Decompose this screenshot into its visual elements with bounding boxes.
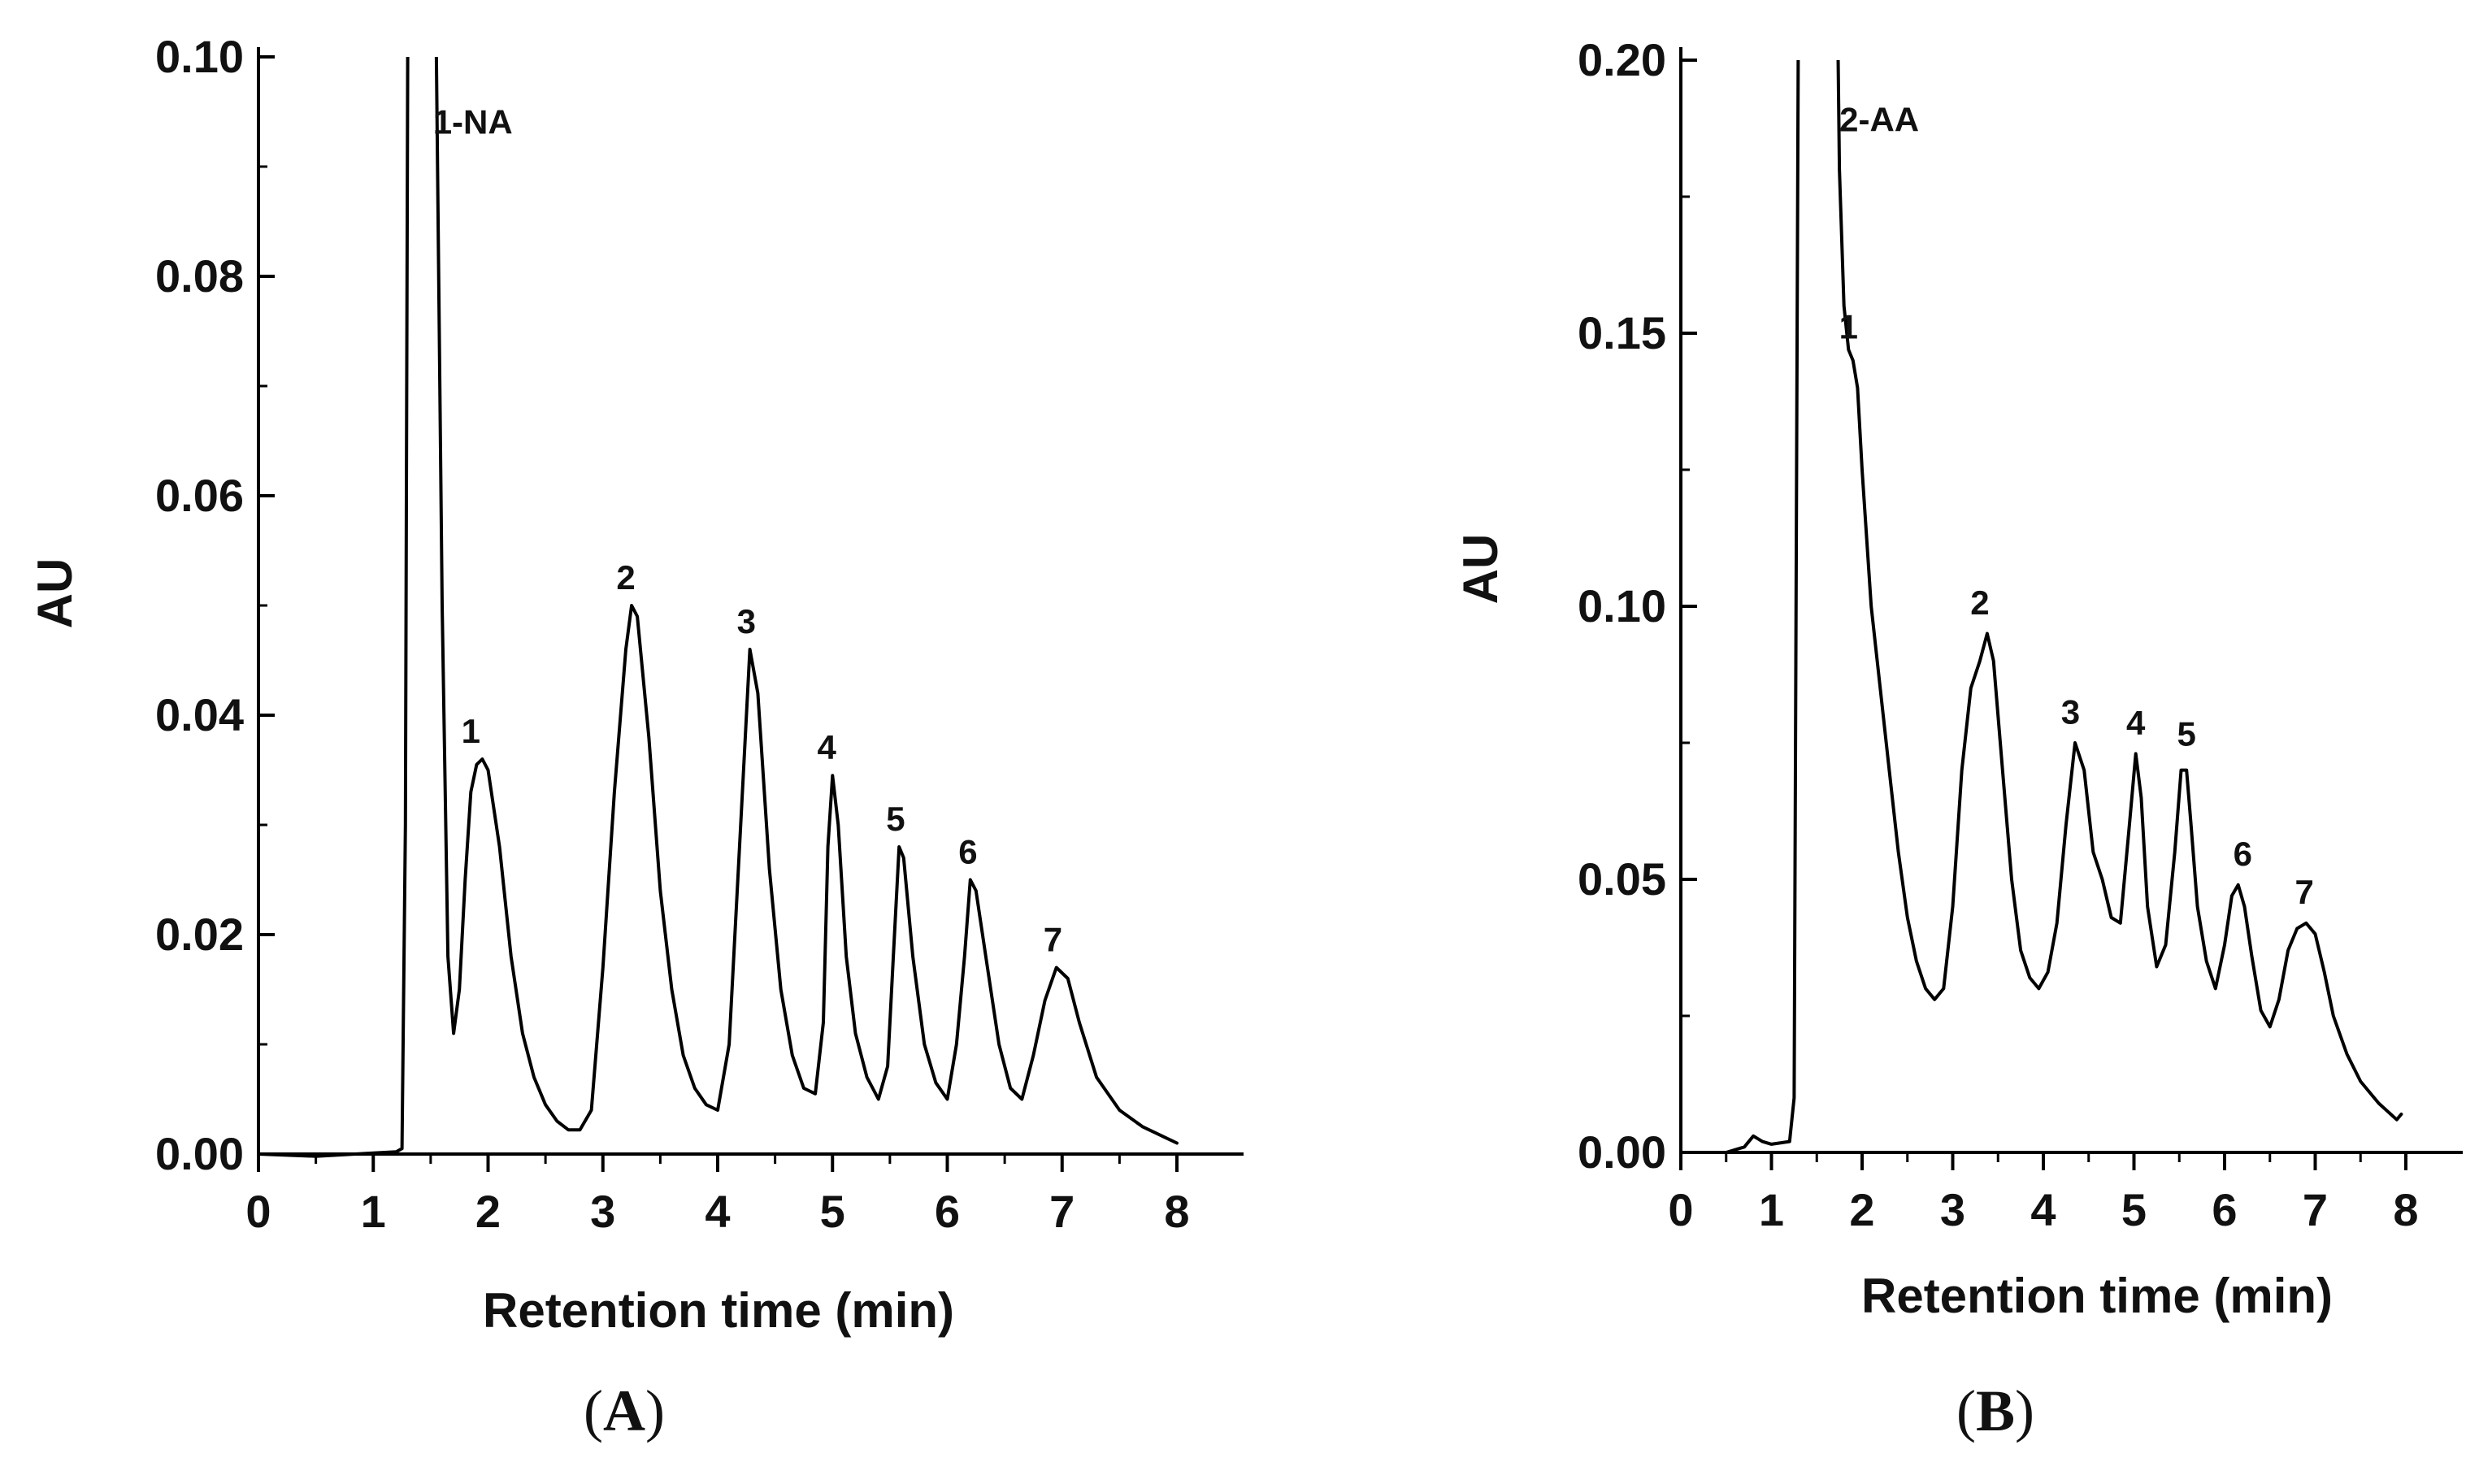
panel-b-x-tick-label: 2 [1849,1184,1874,1235]
panel-b-peak-label: 7 [2294,873,2313,911]
panel-b-x-tick-label: 3 [1940,1184,1965,1235]
panel-b-label: (B) [1956,1378,2034,1443]
panel-a-x-tick-label: 4 [705,1186,730,1237]
panel-a-x-axis-title: Retention time (min) [483,1283,954,1338]
panel-a-x-tick-label: 3 [590,1186,615,1237]
panel-b-peak-label: 2 [1970,584,1989,622]
panel-b-peak-label: 4 [2126,704,2146,742]
panel-a-chromatogram-line [258,57,1179,1158]
panel-a-plot-area: 0 1 2 3 4 5 6 7 8 0.00 0.02 0.04 0.06 0.08 0.10 1-NA 1 2 3… [155,31,1244,1237]
panel-b-x-tick-label: 0 [1668,1184,1693,1235]
panel-a-peak-label: 2 [616,558,635,597]
panel-a-peak-label: 4 [818,728,837,766]
panel-a-y-axis-title: AU [28,558,82,629]
panel-a-x-tick-label: 5 [820,1186,845,1237]
panel-a-x-tick-label: 1 [361,1186,386,1237]
panel-a-peak-label: 3 [737,602,756,640]
panel-a-peak-label: 5 [886,800,905,838]
panel-b-peak-label: 2-AA [1839,100,1919,138]
panel-b-x-tick-label: 1 [1759,1184,1784,1235]
panel-a-y-tick-label: 0.08 [155,250,244,302]
panel-b-y-tick-label: 0.00 [1578,1126,1666,1178]
panel-a-y-tick-label: 0.06 [155,470,244,521]
panel-b-peak-label: 1 [1839,308,1858,346]
panel-a-y-tick-label: 0.02 [155,909,244,960]
panel-b-peak-label: 5 [2177,714,2195,753]
panel-b-x-tick-label: 8 [2393,1184,2418,1235]
panel-a-x-tick-label: 8 [1164,1186,1189,1237]
panel-b-x-tick-label: 5 [2121,1184,2147,1235]
panel-a-peak-label: 1-NA [433,103,513,141]
panel-a-peak-label: 6 [958,832,977,870]
panel-b-y-tick-label: 0.20 [1578,34,1666,85]
panel-a-peak-label: 1 [462,712,480,750]
panel-a-y-tick-label: 0.00 [155,1128,244,1179]
panel-b-x-tick-label: 6 [2212,1184,2237,1235]
panel-b-y-tick-label: 0.05 [1578,853,1666,905]
panel-a-label: (A) [584,1378,665,1443]
panel-a-peak-label: 7 [1044,920,1062,958]
panel-b-letter: B [1976,1378,2015,1443]
panel-a-letter: A [603,1378,645,1443]
panel-a-y-tick-label: 0.10 [155,31,244,82]
panel-b-y-tick-label: 0.15 [1578,307,1666,358]
panel-a-x-tick-label: 2 [475,1186,501,1237]
panel-a-x-tick-label: 7 [1049,1186,1075,1237]
panel-b-x-tick-label: 7 [2303,1184,2328,1235]
panel-b-peak-label: 3 [2061,692,2080,731]
panel-b-y-tick-label: 0.10 [1578,580,1666,631]
panel-b-x-axis-title: Retention time (min) [1861,1269,2333,1323]
panel-b-y-axis-title: AU [1453,534,1508,605]
panel-b-chromatogram-line [1681,60,2403,1154]
panel-a-x-tick-label: 6 [935,1186,960,1237]
panel-a-chart: 0 1 2 3 4 5 6 7 8 0.00 0.02 0.04 0.06 0.08 0.10 1-NA 1 2 3… [28,31,1244,1443]
panel-b-x-tick-label: 4 [2030,1184,2056,1235]
panel-a-x-tick-label: 0 [245,1186,271,1237]
panel-a-y-tick-label: 0.04 [155,689,244,740]
panel-b-peak-label: 6 [2234,835,2252,873]
